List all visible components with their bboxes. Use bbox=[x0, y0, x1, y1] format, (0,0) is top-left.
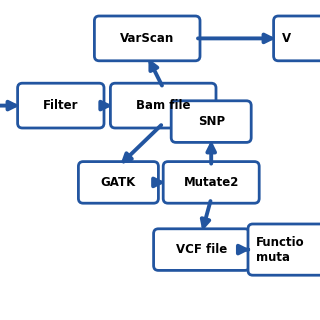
FancyBboxPatch shape bbox=[163, 162, 259, 203]
FancyBboxPatch shape bbox=[274, 16, 320, 61]
Text: SNP: SNP bbox=[198, 115, 225, 128]
FancyBboxPatch shape bbox=[248, 224, 320, 275]
Text: Bam file: Bam file bbox=[136, 99, 190, 112]
FancyBboxPatch shape bbox=[94, 16, 200, 61]
Text: VCF file: VCF file bbox=[176, 243, 227, 256]
Text: VarScan: VarScan bbox=[120, 32, 174, 45]
FancyBboxPatch shape bbox=[154, 229, 250, 270]
Text: Filter: Filter bbox=[43, 99, 78, 112]
Text: GATK: GATK bbox=[101, 176, 136, 189]
FancyBboxPatch shape bbox=[18, 83, 104, 128]
Text: Mutate2: Mutate2 bbox=[183, 176, 239, 189]
FancyBboxPatch shape bbox=[78, 162, 158, 203]
Text: Functio
muta: Functio muta bbox=[256, 236, 305, 264]
FancyBboxPatch shape bbox=[171, 101, 251, 142]
Text: V: V bbox=[282, 32, 291, 45]
FancyBboxPatch shape bbox=[110, 83, 216, 128]
